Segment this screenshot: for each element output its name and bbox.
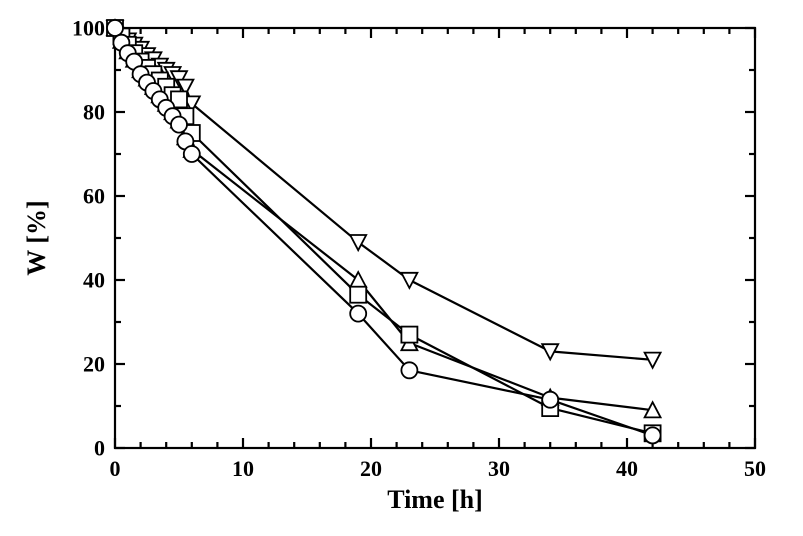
svg-text:W [%]: W [%] xyxy=(22,200,51,275)
svg-text:30: 30 xyxy=(488,456,510,481)
svg-text:40: 40 xyxy=(83,268,105,293)
line-chart: 0 10 20 30 40 50 0 20 40 60 80 100 Time [h] W [%] xyxy=(0,0,803,536)
svg-text:50: 50 xyxy=(744,456,766,481)
svg-text:0: 0 xyxy=(94,436,105,461)
chart-container: 0 10 20 30 40 50 0 20 40 60 80 100 Time [h] W [%] xyxy=(0,0,803,536)
svg-text:0: 0 xyxy=(110,456,121,481)
svg-text:20: 20 xyxy=(360,456,382,481)
svg-text:Time [h]: Time [h] xyxy=(387,485,483,514)
svg-text:80: 80 xyxy=(83,100,105,125)
svg-text:100: 100 xyxy=(72,16,105,41)
svg-text:10: 10 xyxy=(232,456,254,481)
svg-text:60: 60 xyxy=(83,184,105,209)
svg-text:20: 20 xyxy=(83,352,105,377)
svg-text:40: 40 xyxy=(616,456,638,481)
